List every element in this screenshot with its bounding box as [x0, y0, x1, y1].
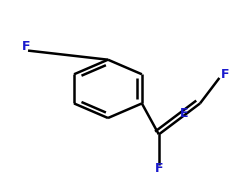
Text: F: F — [22, 41, 30, 53]
Text: F: F — [155, 162, 163, 175]
Text: F: F — [220, 68, 229, 81]
Text: E: E — [180, 107, 188, 120]
